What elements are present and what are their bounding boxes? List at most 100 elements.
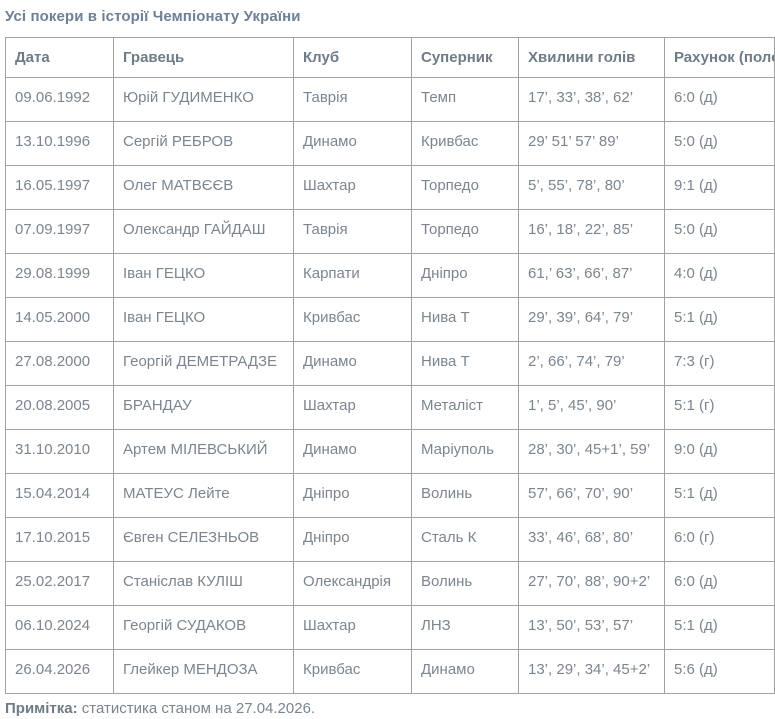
column-header-date: Дата bbox=[5, 37, 114, 78]
minutes-cell: 27’, 70’, 88’, 90+2’ bbox=[518, 561, 665, 606]
table-row: 27.08.2000 Георгій ДЕМЕТРАДЗЕ Динамо Нив… bbox=[5, 341, 775, 386]
score-cell: 6:0 (г) bbox=[664, 517, 775, 562]
score-cell: 9:0 (д) bbox=[664, 429, 775, 474]
club-cell: Дніпро bbox=[293, 517, 412, 562]
club-cell: Шахтар bbox=[293, 385, 412, 430]
player-cell: Станіслав КУЛІШ bbox=[113, 561, 294, 606]
player-cell: Євген СЕЛЕЗНЬОВ bbox=[113, 517, 294, 562]
opponent-cell: Торпедо bbox=[411, 165, 519, 210]
table-row: 20.08.2005 БРАНДАУ Шахтар Металіст 1’, 5… bbox=[5, 385, 775, 430]
table-row: 14.05.2000 Іван ГЕЦКО Кривбас Нива Т 29’… bbox=[5, 297, 775, 342]
footnote-label: Примітка: bbox=[5, 700, 78, 717]
opponent-cell: Маріуполь bbox=[411, 429, 519, 474]
pokers-table: Дата Гравець Клуб Суперник Хвилини голів… bbox=[5, 37, 775, 694]
opponent-cell: Нива Т bbox=[411, 297, 519, 342]
column-header-score-venue: Рахунок (поле) bbox=[664, 37, 775, 78]
opponent-cell: Дніпро bbox=[411, 253, 519, 298]
minutes-cell: 29’, 39’, 64’, 79’ bbox=[518, 297, 665, 342]
footnote: Примітка: статистика станом на 27.04.202… bbox=[5, 700, 775, 717]
date-cell: 20.08.2005 bbox=[5, 385, 114, 430]
opponent-cell: Торпедо bbox=[411, 209, 519, 254]
score-cell: 7:3 (г) bbox=[664, 341, 775, 386]
score-cell: 9:1 (д) bbox=[664, 165, 775, 210]
date-cell: 16.05.1997 bbox=[5, 165, 114, 210]
date-cell: 07.09.1997 bbox=[5, 209, 114, 254]
table-row: 25.02.2017 Станіслав КУЛІШ Олександрія В… bbox=[5, 561, 775, 606]
table-row: 17.10.2015 Євген СЕЛЕЗНЬОВ Дніпро Сталь … bbox=[5, 517, 775, 562]
opponent-cell: Волинь bbox=[411, 561, 519, 606]
minutes-cell: 17’, 33’, 38’, 62’ bbox=[518, 77, 665, 122]
minutes-cell: 13’, 50’, 53’, 57’ bbox=[518, 605, 665, 650]
table-row: 16.05.1997 Олег МАТВЄЄВ Шахтар Торпедо 5… bbox=[5, 165, 775, 210]
score-cell: 6:0 (д) bbox=[664, 561, 775, 606]
club-cell: Таврія bbox=[293, 209, 412, 254]
table-row: 07.09.1997 Олександр ГАЙДАШ Таврія Торпе… bbox=[5, 209, 775, 254]
minutes-cell: 2’, 66’, 74’, 79’ bbox=[518, 341, 665, 386]
player-cell: Сергій РЕБРОВ bbox=[113, 121, 294, 166]
opponent-cell: Сталь К bbox=[411, 517, 519, 562]
club-cell: Кривбас bbox=[293, 297, 412, 342]
club-cell: Карпати bbox=[293, 253, 412, 298]
minutes-cell: 1’, 5’, 45’, 90’ bbox=[518, 385, 665, 430]
table-row: 13.10.1996 Сергій РЕБРОВ Динамо Кривбас … bbox=[5, 121, 775, 166]
club-cell: Динамо bbox=[293, 429, 412, 474]
table-header-row: Дата Гравець Клуб Суперник Хвилини голів… bbox=[5, 37, 775, 78]
table-row: 26.04.2026 Глейкер МЕНДОЗА Кривбас Динам… bbox=[5, 649, 775, 694]
page-title: Усі покери в історії Чемпіонату України bbox=[5, 8, 301, 25]
club-cell: Динамо bbox=[293, 121, 412, 166]
opponent-cell: Металіст bbox=[411, 385, 519, 430]
player-cell: МАТЕУС Лейте bbox=[113, 473, 294, 518]
date-cell: 29.08.1999 bbox=[5, 253, 114, 298]
player-cell: Юрій ГУДИМЕНКО bbox=[113, 77, 294, 122]
player-cell: Глейкер МЕНДОЗА bbox=[113, 649, 294, 694]
score-cell: 5:1 (д) bbox=[664, 473, 775, 518]
club-cell: Шахтар bbox=[293, 165, 412, 210]
club-cell: Олександрія bbox=[293, 561, 412, 606]
score-cell: 5:1 (д) bbox=[664, 297, 775, 342]
table-row: 06.10.2024 Георгій СУДАКОВ Шахтар ЛНЗ 13… bbox=[5, 605, 775, 650]
player-cell: БРАНДАУ bbox=[113, 385, 294, 430]
date-cell: 15.04.2014 bbox=[5, 473, 114, 518]
footnote-text: статистика станом на 27.04.2026. bbox=[81, 700, 316, 717]
player-cell: Олег МАТВЄЄВ bbox=[113, 165, 294, 210]
date-cell: 31.10.2010 bbox=[5, 429, 114, 474]
date-cell: 25.02.2017 bbox=[5, 561, 114, 606]
minutes-cell: 5’, 55’, 78’, 80’ bbox=[518, 165, 665, 210]
club-cell: Шахтар bbox=[293, 605, 412, 650]
minutes-cell: 33’, 46’, 68’, 80’ bbox=[518, 517, 665, 562]
minutes-cell: 16’, 18’, 22’, 85’ bbox=[518, 209, 665, 254]
club-cell: Кривбас bbox=[293, 649, 412, 694]
opponent-cell: Нива Т bbox=[411, 341, 519, 386]
opponent-cell: Динамо bbox=[411, 649, 519, 694]
table-row: 29.08.1999 Іван ГЕЦКО Карпати Дніпро 61,… bbox=[5, 253, 775, 298]
table-row: 09.06.1992 Юрій ГУДИМЕНКО Таврія Темп 17… bbox=[5, 77, 775, 122]
player-cell: Іван ГЕЦКО bbox=[113, 297, 294, 342]
date-cell: 13.10.1996 bbox=[5, 121, 114, 166]
player-cell: Іван ГЕЦКО bbox=[113, 253, 294, 298]
minutes-cell: 29’ 51’ 57’ 89’ bbox=[518, 121, 665, 166]
player-cell: Олександр ГАЙДАШ bbox=[113, 209, 294, 254]
club-cell: Дніпро bbox=[293, 473, 412, 518]
score-cell: 5:6 (д) bbox=[664, 649, 775, 694]
opponent-cell: ЛНЗ bbox=[411, 605, 519, 650]
column-header-player: Гравець bbox=[113, 37, 294, 78]
minutes-cell: 61,’ 63’, 66’, 87’ bbox=[518, 253, 665, 298]
date-cell: 17.10.2015 bbox=[5, 517, 114, 562]
minutes-cell: 57’, 66’, 70’, 90’ bbox=[518, 473, 665, 518]
club-cell: Таврія bbox=[293, 77, 412, 122]
column-header-opponent: Суперник bbox=[411, 37, 519, 78]
player-cell: Георгій СУДАКОВ bbox=[113, 605, 294, 650]
score-cell: 5:0 (д) bbox=[664, 121, 775, 166]
column-header-club: Клуб bbox=[293, 37, 412, 78]
player-cell: Георгій ДЕМЕТРАДЗЕ bbox=[113, 341, 294, 386]
minutes-cell: 28’, 30’, 45+1’, 59’ bbox=[518, 429, 665, 474]
player-cell: Артем МІЛЕВСЬКИЙ bbox=[113, 429, 294, 474]
score-cell: 6:0 (д) bbox=[664, 77, 775, 122]
date-cell: 27.08.2000 bbox=[5, 341, 114, 386]
minutes-cell: 13’, 29’, 34’, 45+2’ bbox=[518, 649, 665, 694]
date-cell: 14.05.2000 bbox=[5, 297, 114, 342]
opponent-cell: Кривбас bbox=[411, 121, 519, 166]
score-cell: 5:1 (д) bbox=[664, 605, 775, 650]
opponent-cell: Темп bbox=[411, 77, 519, 122]
